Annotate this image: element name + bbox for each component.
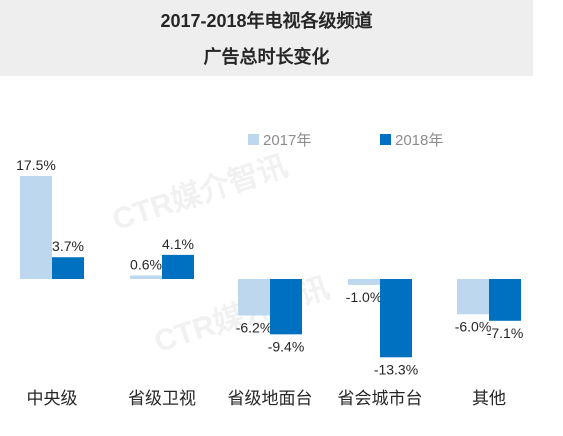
data-label-2017-1: 0.6%: [130, 256, 162, 272]
legend-swatch-2018: [380, 134, 391, 145]
data-label-2018-1: 4.1%: [162, 236, 194, 252]
legend-item-2017: 2017年: [248, 129, 311, 150]
bar-2017-2: [238, 279, 270, 316]
bar-2017-4: [457, 279, 489, 315]
legend-label-2018: 2018年: [395, 132, 444, 149]
category-label-3: 省会城市台: [338, 389, 423, 408]
legend-swatch-2017: [248, 134, 259, 145]
data-label-2018-2: -9.4%: [268, 338, 305, 354]
bar-2017-1: [130, 275, 162, 279]
data-label-2017-0: 17.5%: [16, 157, 56, 173]
chart-subtitle: 广告总时长变化: [203, 47, 330, 67]
bar-2018-0: [52, 257, 84, 279]
legend-label-2017: 2017年: [263, 132, 312, 149]
bar-2017-0: [20, 176, 52, 279]
data-label-2018-4: -7.1%: [487, 325, 524, 341]
chart-title: 2017-2018年电视各级频道: [160, 11, 373, 31]
data-label-2017-2: -6.2%: [236, 319, 273, 335]
category-label-4: 其他: [472, 389, 506, 408]
bar-2018-2: [270, 279, 302, 335]
bar-2017-3: [348, 279, 380, 285]
category-label-2: 省级地面台: [228, 389, 313, 408]
data-label-2018-3: -13.3%: [374, 361, 418, 377]
category-label-1: 省级卫视: [128, 389, 196, 408]
category-label-0: 中央级: [27, 389, 78, 408]
data-label-2017-4: -6.0%: [455, 318, 492, 334]
data-label-2018-0: 3.7%: [52, 238, 84, 254]
bar-2018-4: [489, 279, 521, 321]
data-label-2017-3: -1.0%: [346, 289, 383, 305]
legend-item-2018: 2018年: [380, 129, 443, 150]
bar-2018-1: [162, 254, 194, 279]
title-band: [0, 0, 533, 76]
bar-2018-3: [380, 279, 412, 358]
